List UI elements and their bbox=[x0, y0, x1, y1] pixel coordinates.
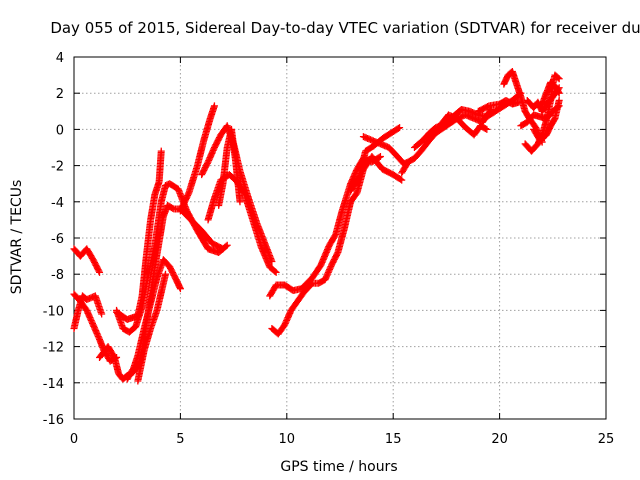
data-track bbox=[436, 111, 491, 139]
data-point bbox=[98, 310, 106, 318]
x-tick-label: 15 bbox=[385, 432, 402, 447]
data-point bbox=[162, 270, 170, 278]
data-track bbox=[70, 245, 104, 276]
data-track bbox=[268, 153, 406, 338]
y-tick-label: -10 bbox=[43, 304, 64, 319]
x-tick-label: 25 bbox=[598, 432, 615, 447]
y-tick-label: 0 bbox=[56, 123, 64, 138]
data-point bbox=[95, 267, 103, 275]
y-tick-label: -8 bbox=[51, 268, 64, 283]
data-points bbox=[70, 67, 563, 385]
data-track bbox=[474, 96, 523, 115]
data-track bbox=[347, 124, 404, 195]
data-track bbox=[123, 256, 184, 383]
data-point bbox=[482, 125, 490, 133]
plot-frame bbox=[73, 56, 607, 420]
data-point bbox=[554, 74, 562, 82]
y-tick-label: -2 bbox=[51, 160, 64, 175]
data-point bbox=[222, 242, 230, 250]
data-point bbox=[223, 241, 231, 249]
data-track bbox=[176, 102, 218, 215]
data-track bbox=[204, 171, 280, 276]
data-point bbox=[176, 285, 184, 293]
data-track bbox=[538, 78, 563, 108]
data-point bbox=[398, 176, 406, 184]
data-point bbox=[376, 153, 384, 161]
data-track bbox=[521, 71, 563, 155]
data-point bbox=[396, 124, 404, 132]
y-tick-label: 4 bbox=[56, 51, 64, 66]
y-tick-label: -12 bbox=[43, 341, 64, 356]
y-tick-label: 2 bbox=[56, 87, 64, 102]
data-point bbox=[483, 125, 491, 133]
data-point bbox=[555, 75, 563, 83]
data-point bbox=[555, 96, 563, 104]
y-tick-label: -6 bbox=[51, 232, 64, 247]
data-track bbox=[113, 147, 165, 323]
data-point bbox=[236, 198, 244, 206]
data-point bbox=[96, 268, 104, 276]
x-axis-label: GPS time / hours bbox=[280, 459, 397, 475]
data-track bbox=[530, 96, 563, 144]
y-tick-label: -16 bbox=[43, 413, 64, 428]
x-tick-labels: 0 5 10 15 20 25 bbox=[70, 432, 614, 447]
x-tick-label: 5 bbox=[176, 432, 184, 447]
data-point bbox=[554, 88, 562, 96]
data-point bbox=[271, 267, 279, 275]
x-tick-label: 0 bbox=[70, 432, 78, 447]
y-axis-label: SDTVAR / TECUs bbox=[9, 180, 25, 295]
data-point bbox=[396, 175, 404, 183]
data-point bbox=[555, 89, 563, 97]
data-point bbox=[394, 124, 402, 132]
data-point bbox=[210, 102, 218, 110]
y-tick-label: -14 bbox=[43, 377, 64, 392]
data-track bbox=[134, 270, 170, 385]
data-point bbox=[272, 268, 280, 276]
x-tick-label: 20 bbox=[491, 432, 508, 447]
chart-title: Day 055 of 2015, Sidereal Day-to-day VTE… bbox=[50, 19, 640, 37]
x-tick-label: 10 bbox=[279, 432, 296, 447]
y-tick-labels: -16 -14 -12 -10 -8 -6 -4 -2 0 2 4 bbox=[43, 51, 64, 428]
data-track bbox=[215, 125, 244, 209]
data-point bbox=[157, 147, 165, 155]
y-tick-label: -4 bbox=[51, 196, 64, 211]
data-track bbox=[70, 290, 121, 365]
data-point bbox=[375, 153, 383, 161]
